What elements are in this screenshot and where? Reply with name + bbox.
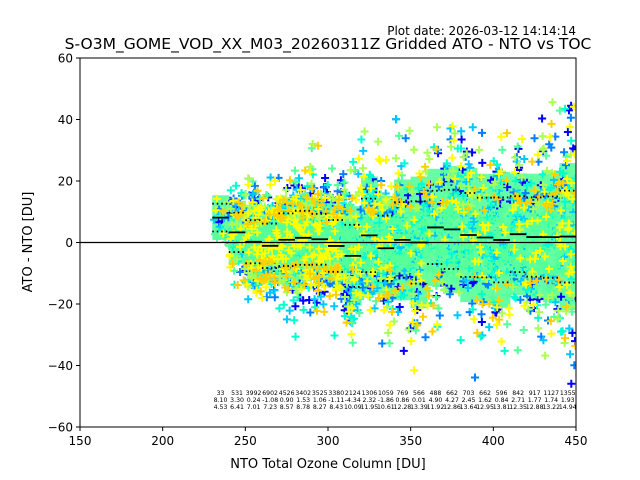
bin-std-label: 13.39 bbox=[410, 404, 428, 411]
x-tick-label: 250 bbox=[234, 434, 257, 448]
bin-mean-label: 1.06 bbox=[313, 397, 327, 404]
bin-count-label: 1127 bbox=[543, 390, 559, 397]
bin-mean-label: 2.32 bbox=[362, 397, 376, 404]
bin-count-label: 4526 bbox=[279, 390, 295, 397]
bin-std-label: 8.27 bbox=[313, 404, 327, 411]
y-tick-label: 0 bbox=[65, 236, 73, 250]
bin-count-label: 33 bbox=[217, 390, 225, 397]
bin-mean-label: -1.08 bbox=[262, 397, 278, 404]
bin-count-label: 842 bbox=[512, 390, 524, 397]
bin-std-label: 13.22 bbox=[542, 404, 560, 411]
bin-count-label: 917 bbox=[529, 390, 541, 397]
bin-mean-label: 1.53 bbox=[296, 397, 310, 404]
bin-count-label: 3380 bbox=[328, 390, 344, 397]
bin-mean-label: 1.74 bbox=[544, 397, 558, 404]
y-axis-label: ATO - NTO [DU] bbox=[21, 192, 36, 293]
bin-std-label: 12.35 bbox=[509, 404, 527, 411]
bin-std-label: 8.57 bbox=[280, 404, 294, 411]
x-tick-label: 200 bbox=[151, 434, 174, 448]
bin-std-label: 6.41 bbox=[230, 404, 244, 411]
y-tick-label: 60 bbox=[58, 52, 73, 66]
bin-std-label: 8.78 bbox=[296, 404, 310, 411]
chart-title: S-O3M_GOME_VOD_XX_M03_20260311Z Gridded … bbox=[65, 35, 592, 54]
bin-count-label: 1306 bbox=[361, 390, 377, 397]
bin-std-label: 13.81 bbox=[493, 404, 511, 411]
x-tick-label: 150 bbox=[69, 434, 92, 448]
y-tick-label: 40 bbox=[58, 113, 73, 127]
bin-std-label: 10.09 bbox=[344, 404, 362, 411]
x-axis-label: NTO Total Ozone Column [DU] bbox=[230, 457, 426, 472]
bin-mean-label: 1.93 bbox=[561, 397, 575, 404]
bin-std-label: 11.92 bbox=[427, 404, 445, 411]
bin-mean-label: 0.84 bbox=[495, 397, 509, 404]
bin-std-label: 7.23 bbox=[263, 404, 277, 411]
bin-std-label: 8.43 bbox=[329, 404, 343, 411]
bin-std-label: 13.64 bbox=[460, 404, 478, 411]
bin-mean-label: 1.62 bbox=[478, 397, 492, 404]
bin-count-label: 1059 bbox=[378, 390, 394, 397]
bin-mean-label: -1.11 bbox=[328, 397, 344, 404]
plot-date-label: Plot date: 2026-03-12 14:14:14 bbox=[387, 24, 576, 38]
bin-count-label: 596 bbox=[496, 390, 508, 397]
y-tick-label: 20 bbox=[58, 175, 73, 189]
bin-count-label: 1355 bbox=[560, 390, 576, 397]
bin-mean-label: 2.71 bbox=[511, 397, 525, 404]
bin-std-label: 14.94 bbox=[559, 404, 577, 411]
bin-std-label: 7.01 bbox=[247, 404, 261, 411]
bin-count-label: 566 bbox=[413, 390, 425, 397]
bin-std-label: 12.88 bbox=[526, 404, 544, 411]
bin-count-label: 6902 bbox=[262, 390, 278, 397]
y-axis-ticks: −60 −40 −20 0 20 40 60 bbox=[48, 52, 80, 435]
bin-count-label: 488 bbox=[430, 390, 442, 397]
bin-count-label: 769 bbox=[396, 390, 408, 397]
bin-annotations: 338.104.535313.306.4139920.247.016902-1.… bbox=[214, 390, 577, 411]
bin-std-label: 12.28 bbox=[394, 404, 412, 411]
y-tick-label: −20 bbox=[48, 298, 73, 312]
bin-std-label: 12.86 bbox=[443, 404, 461, 411]
bin-mean-label: -1.86 bbox=[378, 397, 394, 404]
bin-std-label: 10.61 bbox=[377, 404, 395, 411]
bin-count-label: 531 bbox=[231, 390, 243, 397]
bin-std-label: 4.53 bbox=[214, 404, 228, 411]
x-tick-label: 450 bbox=[565, 434, 588, 448]
x-axis-ticks: 150 200 250 300 350 400 450 bbox=[69, 427, 588, 448]
bin-mean-label: -4.34 bbox=[345, 397, 361, 404]
bin-statistics bbox=[80, 188, 576, 288]
bin-mean-label: 1.77 bbox=[528, 397, 542, 404]
bin-mean-label: 2.45 bbox=[462, 397, 476, 404]
bin-mean-label: 8.10 bbox=[214, 397, 228, 404]
bin-count-label: 662 bbox=[446, 390, 458, 397]
y-tick-label: −40 bbox=[48, 359, 73, 373]
x-tick-label: 350 bbox=[399, 434, 422, 448]
bin-count-label: 3402 bbox=[295, 390, 311, 397]
bin-mean-label: 3.30 bbox=[230, 397, 244, 404]
y-tick-label: −60 bbox=[48, 421, 73, 435]
bin-count-label: 662 bbox=[479, 390, 491, 397]
bin-mean-label: 4.90 bbox=[429, 397, 443, 404]
bin-mean-label: 0.24 bbox=[247, 397, 261, 404]
bin-count-label: 3992 bbox=[246, 390, 262, 397]
x-tick-label: 300 bbox=[317, 434, 340, 448]
bin-count-label: 3525 bbox=[312, 390, 328, 397]
bin-mean-label: 4.27 bbox=[445, 397, 459, 404]
bin-std-label: 12.95 bbox=[476, 404, 494, 411]
bin-mean-label: 0.01 bbox=[412, 397, 426, 404]
bin-mean-label: 0.86 bbox=[396, 397, 410, 404]
x-tick-label: 400 bbox=[482, 434, 505, 448]
bin-mean-label: 0.90 bbox=[280, 397, 294, 404]
bin-std-label: 11.95 bbox=[360, 404, 378, 411]
bin-count-label: 703 bbox=[463, 390, 475, 397]
bin-count-label: 2124 bbox=[345, 390, 361, 397]
